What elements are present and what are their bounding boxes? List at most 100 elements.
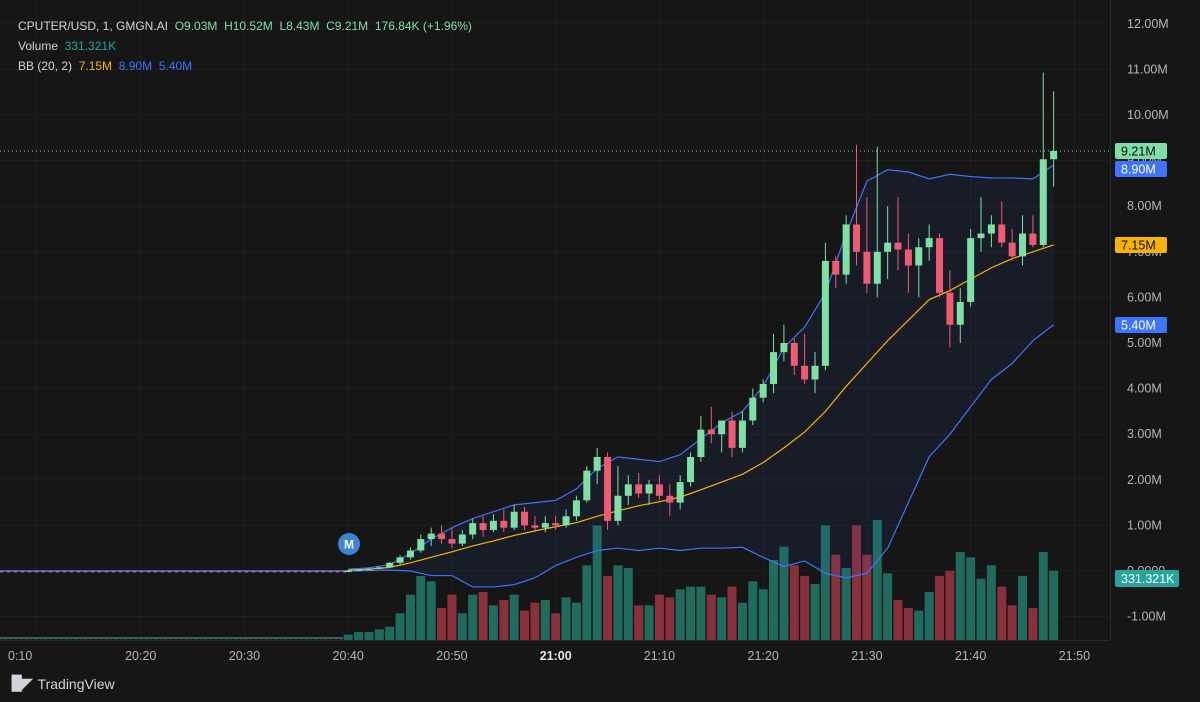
volume-bar	[447, 594, 457, 640]
volume-bar	[820, 525, 830, 640]
candle-body	[1039, 159, 1047, 245]
price-tick-label: 8.00M	[1127, 199, 1162, 213]
volume-bar	[945, 570, 955, 640]
candle-body	[521, 511, 529, 526]
volume-bar	[374, 629, 384, 640]
volume-bar	[935, 576, 945, 640]
candle-body	[925, 238, 933, 248]
candle-body	[707, 429, 715, 435]
volume-bar	[623, 568, 633, 640]
volume-bar	[903, 608, 913, 640]
volume-bar	[841, 568, 851, 640]
high-value: H10.52M	[224, 19, 273, 33]
price-label-text: 5.40M	[1121, 319, 1156, 333]
candle-body	[1029, 233, 1037, 245]
price-axis[interactable]: 12.00M11.00M10.00M9.00M8.00M7.00M6.00M5.…	[1110, 0, 1200, 640]
tradingview-logo[interactable]: ▉◤ TradingView	[12, 675, 115, 692]
volume-bar	[488, 605, 498, 640]
candle-body	[438, 533, 446, 540]
candle-body	[541, 523, 549, 528]
candle-body	[666, 495, 674, 503]
candle-body	[645, 484, 653, 494]
chart-legend: CPUTER/USD, 1, GMGN.AI O9.03M H10.52M L8…	[18, 16, 472, 76]
candle-body	[344, 570, 352, 573]
volume-bar	[872, 520, 882, 640]
time-tick-label: 21:20	[748, 649, 779, 663]
candle-body	[1008, 242, 1016, 257]
volume-bar	[800, 576, 810, 640]
candle-body	[396, 557, 404, 563]
candle-body	[583, 470, 591, 501]
volume-bar	[571, 602, 581, 640]
volume-bar	[551, 613, 561, 640]
candle-body	[946, 292, 954, 325]
volume-bar	[737, 602, 747, 640]
volume-label[interactable]: Volume	[18, 39, 59, 53]
volume-bar	[769, 560, 779, 640]
volume-bar	[592, 525, 602, 640]
candle-body	[790, 343, 798, 366]
volume-bar	[457, 613, 467, 640]
candle-body	[1019, 233, 1027, 257]
volume-bar	[986, 565, 996, 640]
volume-bar	[561, 597, 571, 640]
volume-bar	[426, 581, 436, 640]
candle-body	[842, 224, 850, 275]
chart-pane[interactable]: M	[0, 0, 1110, 640]
legend-symbol-row: CPUTER/USD, 1, GMGN.AI O9.03M H10.52M L8…	[18, 16, 472, 36]
volume-bar	[509, 594, 519, 640]
candle-body	[915, 247, 923, 266]
bb-lower-line	[348, 324, 1054, 588]
volume-bar	[976, 578, 986, 640]
candle-body	[853, 224, 861, 252]
volume-bar	[966, 557, 976, 640]
candle-body	[655, 484, 663, 496]
volume-bar	[1049, 570, 1059, 640]
candle-body	[624, 484, 632, 496]
price-label-box	[1115, 317, 1167, 333]
candle-body	[977, 233, 985, 239]
price-chart[interactable]: M	[0, 0, 1110, 640]
price-axis-svg[interactable]: 12.00M11.00M10.00M9.00M8.00M7.00M6.00M5.…	[1111, 0, 1200, 640]
price-tick-label: -1.00M	[1127, 610, 1166, 624]
candle-body	[697, 429, 705, 457]
low-value: L8.43M	[279, 19, 320, 33]
volume-bar	[437, 608, 447, 640]
volume-label-text: 331.321K	[1121, 572, 1175, 586]
volume-bar	[343, 634, 353, 640]
candle-body	[884, 242, 892, 252]
legend-bb-row: BB (20, 2) 7.15M 8.90M 5.40M	[18, 56, 472, 76]
volume-bar	[478, 592, 488, 640]
candle-body	[967, 238, 975, 302]
candle-body	[572, 500, 580, 517]
change-value: 176.84K (+1.96%)	[374, 19, 472, 33]
candle-body	[863, 251, 871, 284]
volume-bar	[955, 552, 965, 640]
candle-body	[987, 224, 995, 234]
volume-bar	[883, 573, 893, 640]
symbol-title[interactable]: CPUTER/USD, 1, GMGN.AI	[18, 19, 169, 33]
candle-body	[469, 523, 477, 535]
candle-body	[406, 550, 414, 558]
time-tick-label: 20:40	[333, 649, 364, 663]
bb-label[interactable]: BB (20, 2)	[18, 59, 73, 73]
time-tick-label: 21:00	[540, 649, 572, 663]
volume-bar	[779, 546, 789, 640]
candle-body	[936, 238, 944, 293]
candle-body	[562, 516, 570, 526]
price-tick-label: 6.00M	[1127, 290, 1162, 304]
bb-band-fill	[348, 165, 1054, 587]
candle-body	[479, 523, 487, 530]
time-tick-label: 20:50	[436, 649, 467, 663]
volume-bar	[499, 600, 509, 640]
volume-bar	[634, 605, 644, 640]
time-axis[interactable]: 0:10 20:20 20:30 20:40 20:50 21:00 21:10 21:20 2…	[0, 640, 1190, 669]
price-label-text: 7.15M	[1121, 239, 1156, 253]
volume-bar	[748, 581, 758, 640]
event-marker-icon	[338, 533, 360, 555]
candle-body	[458, 534, 466, 544]
time-axis-svg[interactable]: 0:10 20:20 20:30 20:40 20:50 21:00 21:10 21:20 2…	[0, 641, 1190, 669]
candle-body	[365, 568, 373, 571]
candle-body	[749, 397, 757, 421]
volume-bar	[914, 610, 924, 640]
